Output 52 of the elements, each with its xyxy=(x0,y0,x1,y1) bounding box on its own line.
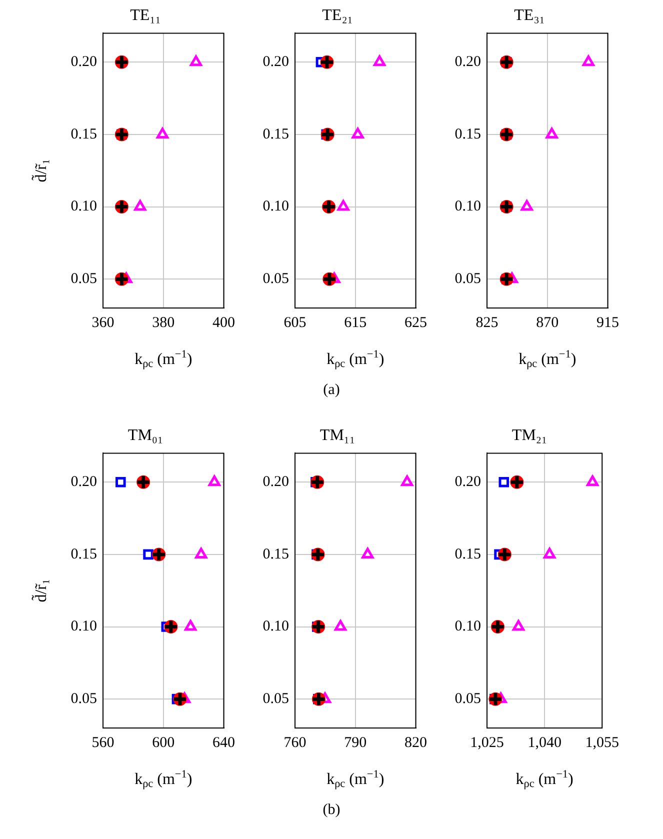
chart-title: TM₁₁ xyxy=(320,426,356,444)
y-tick-label: 0.10 xyxy=(454,198,481,215)
x-tick-label: 1,040 xyxy=(528,734,562,751)
x-tick-label: 820 xyxy=(404,734,427,751)
y-tick-label: 0.15 xyxy=(454,126,481,142)
x-tick-label: 625 xyxy=(404,314,427,331)
x-tick-label: 380 xyxy=(152,314,175,331)
y-tick-label: 0.20 xyxy=(262,474,289,490)
y-tick-label: 0.05 xyxy=(454,271,481,288)
x-tick-label: 760 xyxy=(284,734,306,751)
x-tick-label: 360 xyxy=(92,314,114,331)
y-tick-label: 0.10 xyxy=(262,618,289,635)
x-tick-label: 600 xyxy=(152,734,175,751)
x-tick-label: 560 xyxy=(92,734,114,751)
x-tick-label: 640 xyxy=(212,734,235,751)
y-tick-label: 0.15 xyxy=(454,546,481,562)
y-axis-title: d̃/r̃₁ xyxy=(31,158,50,182)
y-axis-title: d̃/r̃₁ xyxy=(31,578,50,602)
text: (a) xyxy=(322,382,341,399)
y-tick-label: 0.15 xyxy=(262,126,289,142)
y-tick-label: 0.20 xyxy=(454,54,481,70)
y-tick-label: 0.15 xyxy=(70,546,97,562)
y-tick-label: 0.15 xyxy=(70,126,97,142)
y-tick-label: 0.05 xyxy=(262,691,289,708)
y-tick-label: 0.05 xyxy=(70,271,97,288)
x-tick-label: 915 xyxy=(596,314,619,331)
x-tick-label: 870 xyxy=(536,314,559,331)
chart-title: TM₀₁ xyxy=(128,426,164,444)
y-tick-label: 0.10 xyxy=(454,618,481,635)
chart-title: TE₃₁ xyxy=(514,6,545,24)
y-tick-label: 0.05 xyxy=(70,691,97,708)
y-tick-label: 0.05 xyxy=(262,271,289,288)
x-tick-label: 1,055 xyxy=(585,734,619,751)
x-tick-label: 825 xyxy=(476,314,498,331)
x-tick-label: 790 xyxy=(344,734,367,751)
chart-title: TE₂₁ xyxy=(322,6,353,24)
y-tick-label: 0.20 xyxy=(70,474,97,490)
y-tick-label: 0.10 xyxy=(70,198,97,215)
y-tick-label: 0.15 xyxy=(262,546,289,562)
y-tick-label: 0.20 xyxy=(454,474,481,490)
y-tick-label: 0.10 xyxy=(262,198,289,215)
y-tick-label: 0.10 xyxy=(70,618,97,635)
y-tick-label: 0.20 xyxy=(262,54,289,70)
y-tick-label: 0.20 xyxy=(70,54,97,70)
chart-title: TE₁₁ xyxy=(130,6,161,24)
x-tick-label: 605 xyxy=(284,314,306,331)
x-tick-label: 615 xyxy=(344,314,367,331)
chart-title: TM₂₁ xyxy=(512,426,548,444)
x-tick-label: 400 xyxy=(212,314,235,331)
y-tick-label: 0.05 xyxy=(454,691,481,708)
text: (b) xyxy=(322,802,342,819)
x-tick-label: 1,025 xyxy=(470,734,504,751)
